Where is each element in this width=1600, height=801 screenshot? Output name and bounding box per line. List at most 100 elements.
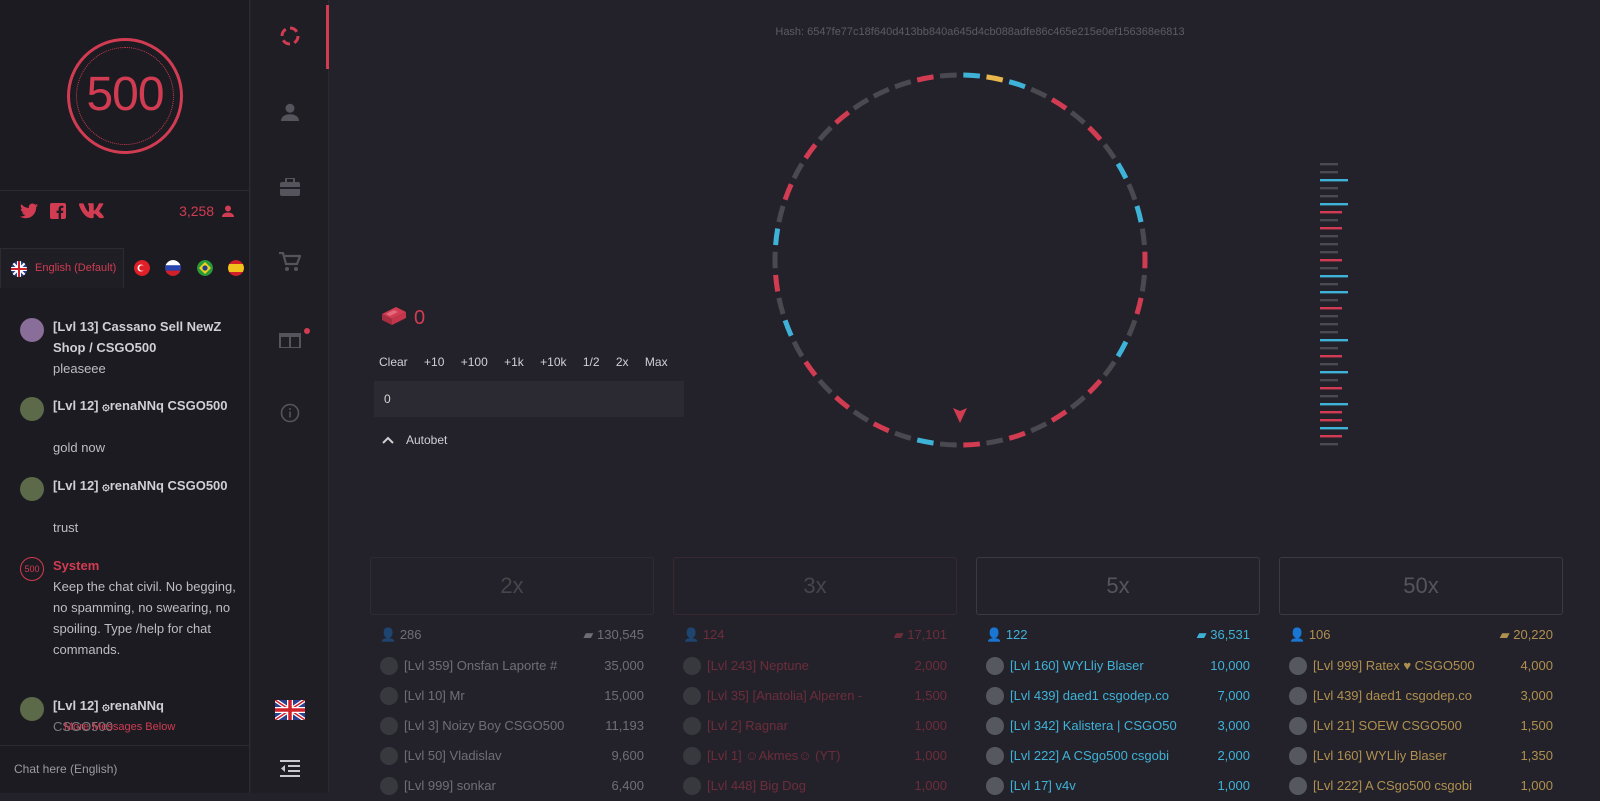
notification-dot [304,328,310,334]
bet-button-5x[interactable]: 5x [976,557,1260,615]
twitter-icon[interactable] [20,203,38,219]
bettor-name[interactable]: [Lvl 160] WYLliy Blaser [1010,658,1185,673]
quick-bet-plus100[interactable]: +100 [461,355,488,369]
avatar[interactable] [380,657,398,675]
nav-profile[interactable] [277,99,303,125]
nav-roulette[interactable] [277,23,303,49]
bettor-name[interactable]: [Lvl 2] Ragnar [707,718,882,733]
bettor-name[interactable]: [Lvl 35] [Anatolia] Alperen - [707,688,882,703]
facebook-icon[interactable] [50,203,66,219]
nav-info[interactable] [277,400,303,426]
autobet-toggle[interactable]: Autobet [382,433,447,447]
quick-bet-plus10[interactable]: +10 [424,355,444,369]
bettor-name[interactable]: [Lvl 439] daed1 csgodep.co [1313,688,1488,703]
bettor-name[interactable]: [Lvl 222] A CSgo500 csgobi [1313,778,1488,793]
collapse-menu-icon[interactable] [280,760,300,778]
more-messages-link[interactable]: More Messages Below [64,721,175,733]
bettor-name[interactable]: [Lvl 359] Onsfan Laporte # [404,658,579,673]
brazil-flag-icon[interactable] [197,260,213,276]
spain-flag-icon[interactable] [228,260,244,276]
avatar[interactable] [20,397,44,421]
bet-amount-input[interactable] [374,381,684,417]
bettor-name[interactable]: [Lvl 342] Kalistera | CSGO50 [1010,718,1185,733]
avatar[interactable] [683,657,701,675]
avatar[interactable] [986,657,1004,675]
player-count: 👤 286 [380,627,422,643]
bettor-name[interactable]: [Lvl 160] WYLliy Blaser [1313,748,1488,763]
avatar[interactable] [380,717,398,735]
nav-shop[interactable] [277,249,303,275]
site-logo[interactable]: 500 [67,38,183,154]
avatar[interactable] [683,687,701,705]
avatar[interactable] [1289,717,1307,735]
history-bar-blue [1320,403,1348,405]
quick-bet-max[interactable]: Max [645,355,668,369]
bet-button-2x[interactable]: 2x [370,557,654,615]
player-count: 👤 106 [1289,627,1331,643]
wheel-segment-grey [1129,320,1135,335]
avatar[interactable] [1289,747,1307,765]
language-selector[interactable]: English (Default) [0,248,124,288]
avatar[interactable] [1289,777,1307,795]
bettor-name[interactable]: [Lvl 999] sonkar [404,778,579,793]
wheel-segment-red [806,362,816,375]
avatar[interactable] [683,777,701,795]
bet-button-50x[interactable]: 50x [1279,557,1563,615]
avatar[interactable] [380,687,398,705]
column-total: ▰ 20,220 [1500,627,1553,643]
wheel-segment-grey [940,75,957,76]
quick-bet-half[interactable]: 1/2 [583,355,600,369]
bet-button-3x[interactable]: 3x [673,557,957,615]
chat-username[interactable]: [Lvl 13] Cassano Sell NewZ Shop / CSGO50… [53,316,238,358]
bettor-name[interactable]: [Lvl 243] Neptune [707,658,882,673]
bettor-name[interactable]: [Lvl 21] SOEW CSGO500 [1313,718,1488,733]
bettor-name[interactable]: [Lvl 10] Mr [404,688,579,703]
wheel-segment-grey [986,440,1002,443]
uk-flag-icon[interactable] [275,700,305,720]
wheel-segment-grey [1071,397,1084,408]
avatar[interactable] [20,477,44,501]
turkey-flag-icon[interactable] [134,260,150,276]
quick-bet-plus1k[interactable]: +1k [504,355,524,369]
bettor-name[interactable]: [Lvl 17] v4v [1010,778,1185,793]
avatar[interactable] [20,697,44,721]
avatar[interactable] [1289,657,1307,675]
quick-bet-clear[interactable]: Clear [379,355,408,369]
avatar[interactable] [683,747,701,765]
avatar[interactable] [986,687,1004,705]
nav-rewards[interactable] [277,325,303,351]
bettor-name[interactable]: [Lvl 439] daed1 csgodep.co [1010,688,1185,703]
avatar[interactable] [986,747,1004,765]
avatar[interactable] [986,717,1004,735]
russia-flag-icon[interactable] [165,260,181,276]
avatar[interactable] [380,777,398,795]
bettor-name[interactable]: [Lvl 222] A CSgo500 csgobi [1010,748,1185,763]
bettor-name[interactable]: [Lvl 3] Noizy Boy CSGO500 [404,718,579,733]
bettor-name[interactable]: [Lvl 50] Vladislav [404,748,579,763]
history-bar-red [1320,307,1342,309]
history-bar-blue [1320,339,1348,341]
avatar[interactable] [380,747,398,765]
avatar[interactable] [683,717,701,735]
avatar[interactable] [1289,687,1307,705]
bettor-name[interactable]: [Lvl 999] Ratex ♥ CSGO500 [1313,658,1488,673]
chat-username[interactable]: [Lvl 12] ۞renaNNq CSGO500 [53,475,238,496]
chat-username[interactable]: [Lvl 12] ۞renaNNq CSGO500 [53,395,238,416]
nav-inventory[interactable] [277,174,303,200]
quick-bet-double[interactable]: 2x [616,355,629,369]
chat-text: Keep the chat civil. No begging, no spam… [53,576,238,660]
chat-username[interactable]: [Lvl 12] ۞renaNNq [53,695,238,716]
chat-input[interactable] [12,758,238,780]
vk-icon[interactable] [78,203,104,219]
avatar[interactable] [986,777,1004,795]
bettor-name[interactable]: [Lvl 1] ☺Akmes☺ (YT) [707,748,882,763]
bettor-name[interactable]: [Lvl 448] Big Dog [707,778,882,793]
wheel-segment-grey [794,164,802,179]
quick-bet-plus10k[interactable]: +10k [540,355,566,369]
bet-amount: 1,000 [914,718,947,733]
avatar[interactable] [20,318,44,342]
bet-amount: 2,000 [914,658,947,673]
